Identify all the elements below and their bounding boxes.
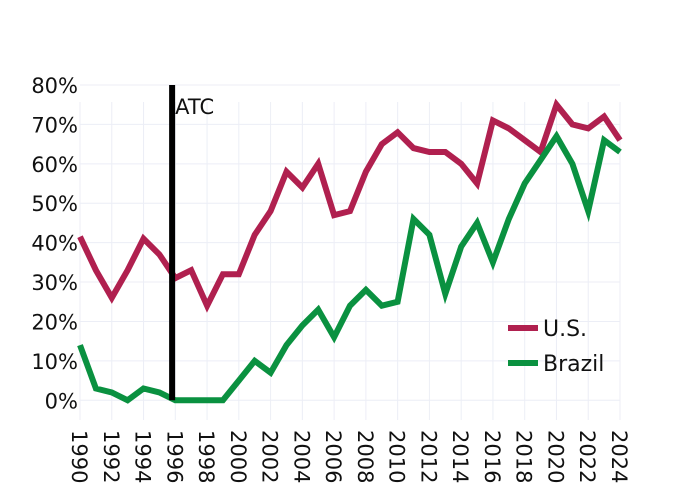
y-tick-label: 0% [45, 389, 78, 413]
y-tick-label: 80% [31, 74, 78, 98]
x-tick-label: 1992 [99, 430, 123, 483]
x-tick-label: 2004 [289, 430, 313, 483]
y-tick-label: 40% [31, 232, 78, 256]
x-tick-label: 2006 [321, 430, 345, 483]
y-tick-label: 10% [31, 350, 78, 374]
x-tick-label: 1996 [162, 430, 186, 483]
x-tick-label: 2024 [607, 430, 631, 483]
y-axis-ticks: 0% 10% 20% 30% 40% 50% 60% 70% 80% [31, 74, 78, 413]
x-tick-label: 2016 [480, 430, 504, 483]
y-tick-label: 20% [31, 310, 78, 334]
x-tick-label: 2014 [448, 430, 472, 483]
legend-label: Brazil [543, 352, 604, 377]
x-tick-label: 2012 [416, 430, 440, 483]
x-tick-label: 2002 [258, 430, 282, 483]
y-tick-label: 50% [31, 192, 78, 216]
series-lines [77, 98, 623, 404]
legend[interactable]: U.S. Brazil [508, 317, 604, 377]
x-tick-label: 1998 [194, 430, 218, 483]
y-tick-label: 60% [31, 153, 78, 177]
series-line-0 [77, 98, 623, 313]
legend-item[interactable]: U.S. [508, 317, 587, 342]
x-tick-label: 2018 [512, 430, 536, 483]
x-tick-label: 2000 [226, 430, 250, 483]
y-tick-label: 70% [31, 113, 78, 137]
legend-label: U.S. [543, 317, 587, 342]
x-tick-label: 2010 [385, 430, 409, 483]
x-tick-label: 1994 [131, 430, 155, 483]
x-tick-label: 2008 [353, 430, 377, 483]
x-axis-ticks: 1990 1992 1994 1996 1998 2000 2002 2004 2006 2008… [67, 430, 631, 483]
x-tick-label: 2022 [575, 430, 599, 483]
legend-item[interactable]: Brazil [508, 352, 604, 377]
annotation-label: ATC [175, 95, 214, 119]
x-tick-label: 2020 [543, 430, 567, 483]
annotations: ATC [169, 85, 214, 401]
x-tick-label: 1990 [67, 430, 91, 483]
y-tick-label: 30% [31, 271, 78, 295]
